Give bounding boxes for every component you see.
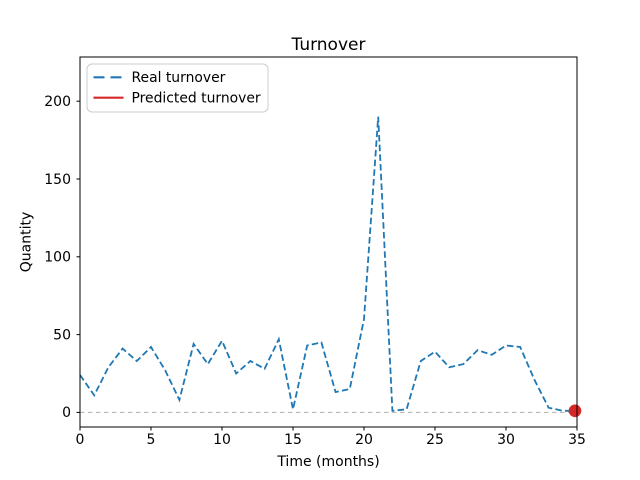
- x-tick-label: 0: [76, 432, 85, 448]
- x-tick-label: 20: [355, 432, 373, 448]
- x-tick-label: 10: [213, 432, 231, 448]
- x-tick-label: 25: [426, 432, 444, 448]
- axis-ticks: 0 5 10 15 20 25 30 35 0 50 100 150 200: [44, 94, 586, 448]
- legend-predicted-label: Predicted turnover: [132, 91, 261, 107]
- y-tick-label: 200: [44, 94, 71, 110]
- x-tick-label: 15: [284, 432, 302, 448]
- y-tick-label: 100: [44, 250, 71, 266]
- real-turnover-line: [79, 116, 577, 412]
- y-tick-label: 150: [44, 172, 71, 188]
- legend-box: [86, 63, 269, 113]
- legend-real-label: Real turnover: [132, 70, 226, 86]
- x-tick-label: 5: [147, 432, 156, 448]
- y-tick-label: 50: [53, 327, 71, 343]
- x-axis-label: Time (months): [276, 454, 379, 470]
- x-tick-label: 30: [497, 432, 515, 448]
- legend: Real turnover Predicted turnover: [86, 63, 269, 113]
- chart-title: Turnover: [291, 35, 366, 55]
- x-tick-label: 35: [568, 432, 586, 448]
- y-axis-label: Quantity: [19, 212, 35, 273]
- y-tick-label: 0: [62, 405, 71, 421]
- predicted-turnover-marker: [568, 404, 582, 418]
- axes-frame: [79, 56, 578, 428]
